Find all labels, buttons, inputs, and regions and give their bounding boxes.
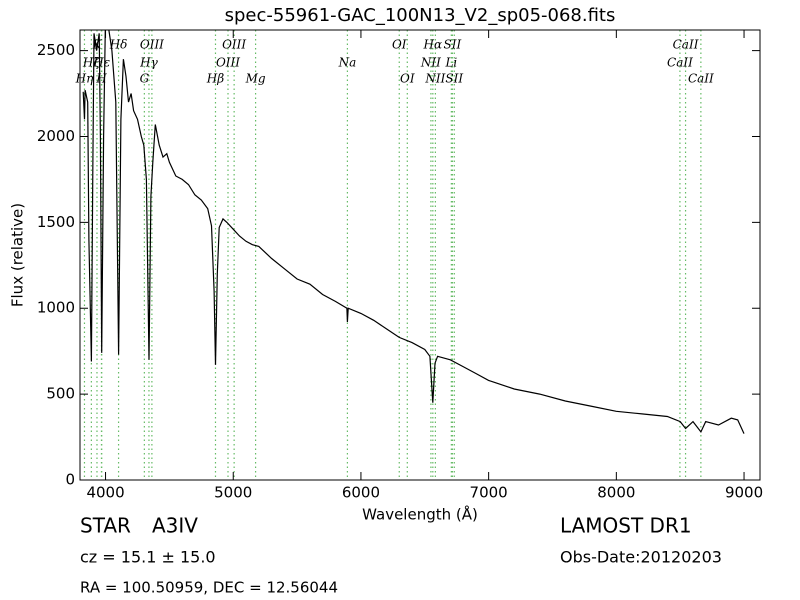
x-tick-label: 7000 — [470, 484, 508, 502]
spectral-line-label: Hη — [75, 72, 94, 86]
spectral-line-label: CaII — [688, 72, 714, 86]
spectral-line-label: Li — [444, 56, 457, 70]
spectral-line-label: Mg — [245, 72, 266, 86]
spectral-line-label: G — [140, 72, 150, 86]
spectral-line-label: OI — [392, 38, 407, 52]
redshift: cz = 15.1 ± 15.0 — [80, 548, 216, 567]
y-tick-label: 2000 — [37, 127, 75, 145]
chart-title: spec-55961-GAC_100N13_V2_sp05-068.fits — [225, 5, 616, 26]
spectral-line-label: NII — [420, 56, 441, 70]
x-tick-label: 8000 — [597, 484, 635, 502]
y-tick-label: 0 — [65, 471, 75, 489]
y-tick-label: 500 — [46, 385, 75, 403]
survey: LAMOST DR1 — [560, 514, 692, 538]
spectral-line-label: CaII — [667, 56, 693, 70]
spectral-line-label: Hγ — [139, 56, 158, 70]
spectral-line-label: CaII — [673, 38, 699, 52]
x-tick-label: 6000 — [342, 484, 380, 502]
x-tick-label: 5000 — [214, 484, 252, 502]
y-tick-label: 2500 — [37, 41, 75, 59]
x-axis-label: Wavelength (Å) — [362, 505, 478, 524]
spectral-line-label: Hα — [423, 38, 443, 52]
spectral-line-label: Na — [338, 56, 357, 70]
y-tick-label: 1000 — [37, 299, 75, 317]
obs-date: Obs-Date:20120203 — [560, 548, 722, 567]
spectrum-line — [82, 30, 745, 434]
y-tick-label: 1500 — [37, 213, 75, 231]
spectral-line-label: Hζ — [82, 56, 101, 70]
spectral-line-label: NII — [424, 72, 445, 86]
spectral-line-label: OIII — [140, 38, 164, 52]
coordinates: RA = 100.50959, DEC = 12.56044 — [80, 579, 338, 597]
spectral-line-label: K — [91, 38, 102, 52]
spectral-line-label: OIII — [216, 56, 240, 70]
spectral-line-label: OI — [400, 72, 415, 86]
spectral-line-label: SII — [445, 72, 463, 86]
x-tick-label: 9000 — [725, 484, 763, 502]
spectral-line-label: SII — [444, 38, 462, 52]
spectral-line-label: Hβ — [206, 72, 224, 86]
plot-area — [82, 30, 745, 480]
spectral-line-label: OIII — [222, 38, 246, 52]
plot-frame — [79, 29, 761, 481]
object-class: STAR — [80, 514, 131, 538]
spectral-line-label: H — [95, 72, 107, 86]
y-axis-label: Flux (relative) — [9, 203, 27, 307]
spectral-line-label: Hε — [92, 56, 110, 70]
object-subclass: A3IV — [152, 514, 198, 538]
spectral-line-label: Hδ — [109, 38, 128, 52]
x-tick-label: 4000 — [86, 484, 124, 502]
